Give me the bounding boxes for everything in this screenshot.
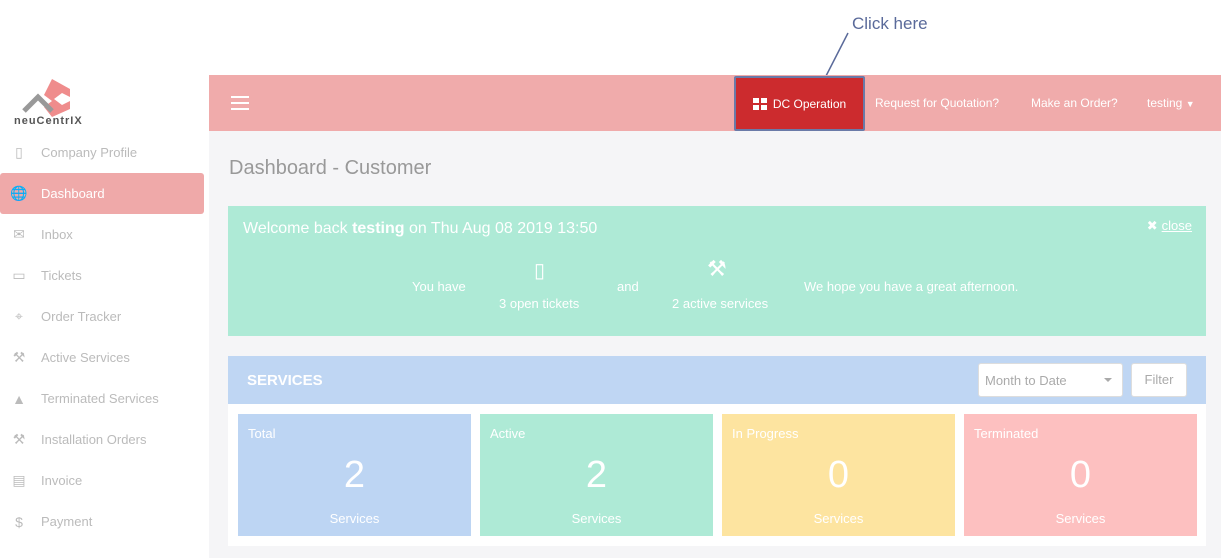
card-value: 0 [827,454,850,496]
sidebar-item-label: Active Services [41,350,130,365]
card-label: Total [248,426,276,441]
user-menu[interactable]: testing ▼ [1147,96,1195,110]
stat-card-in-progress[interactable]: In Progress 0 Services [722,414,955,536]
sidebar-item-payment[interactable]: $ Payment [0,501,209,542]
card-label: In Progress [732,426,799,441]
annotation-label: Click here [852,14,928,33]
period-select[interactable]: Month to Date [978,363,1123,397]
building-icon: ▯ [15,144,23,160]
top-navbar: DC Operation Request for Quotation? Make… [209,75,1221,131]
filter-button[interactable]: Filter [1131,363,1187,397]
logo: neuCentrIX [14,77,94,131]
grid-icon [752,97,767,110]
annotation-arrow [825,32,849,77]
sidebar-item-terminated-services[interactable]: ▲ Terminated Services [0,378,209,419]
welcome-banner: Welcome back testing on Thu Aug 08 2019 … [228,206,1206,336]
dollar-icon: $ [15,513,23,530]
sidebar: neuCentrIX ▯ Company Profile 🌐 Dashboard ✉ In… [0,75,209,558]
caret-down-icon [1104,378,1112,386]
sidebar-item-invoice[interactable]: ▤ Invoice [0,460,209,501]
card-label: Terminated [974,426,1039,441]
sidebar-item-installation-orders[interactable]: ⚒ Installation Orders [0,419,209,460]
card-unit: Services [571,511,622,526]
sidebar-item-label: Installation Orders [41,432,147,447]
main-content: Dashboard - Customer Welcome back testin… [209,131,1221,558]
card-value: 0 [1069,454,1092,496]
sidebar-item-label: Terminated Services [41,391,159,406]
services-title: SERVICES [247,372,323,389]
greeting-text: We hope you have a great afternoon. [804,279,1019,294]
stat-card-active[interactable]: Active 2 Services [480,414,713,536]
logo-mark-icon [22,79,70,117]
warning-icon: ▲ [12,390,26,407]
sidebar-item-label: Company Profile [41,145,138,160]
globe-icon: 🌐 [10,185,28,201]
caret-down-icon: ▼ [1185,99,1195,109]
card-label: Active [490,426,526,441]
gavel-icon: ⚒ [12,431,26,447]
welcome-message: Welcome back testing on Thu Aug 08 2019 … [243,220,598,237]
you-have-text: You have [412,279,466,294]
crosshair-icon: ⌖ [15,308,23,324]
card-value: 2 [343,454,366,496]
gavel-icon: ⚒ [707,256,727,281]
make-order-link[interactable]: Make an Order? [1031,96,1118,110]
active-services-link[interactable]: 2 active services [672,296,769,311]
card-unit: Services [1055,511,1106,526]
sidebar-item-tickets[interactable]: ▭ Tickets [0,255,209,296]
sidebar-item-label: Dashboard [41,186,105,201]
stat-card-total[interactable]: Total 2 Services [238,414,471,536]
services-cards: Total 2 Services Active 2 Services In Progress… [228,404,1206,546]
card-unit: Services [813,511,864,526]
ticket-icon: ▯ [534,260,546,282]
sidebar-item-label: Invoice [41,473,83,488]
card-unit: Services [329,511,380,526]
dc-operation-label: DC Operation [772,96,847,111]
stat-card-terminated[interactable]: Terminated 0 Services [964,414,1197,536]
sidebar-item-label: Payment [41,514,93,529]
card-value: 2 [585,454,608,496]
page-title: Dashboard - Customer [229,157,432,179]
sidebar-item-active-services[interactable]: ⚒ Active Services [0,337,209,378]
request-quotation-link[interactable]: Request for Quotation? [875,96,1000,110]
envelope-icon: ✉ [13,226,25,242]
dc-operation-button[interactable]: DC Operation [734,76,865,131]
open-tickets-link[interactable]: 3 open tickets [499,296,580,311]
sidebar-item-label: Inbox [41,227,73,242]
ticket-icon: ▭ [12,267,26,283]
sidebar-item-label: Order Tracker [41,309,122,324]
sidebar-item-order-tracker[interactable]: ⌖ Order Tracker [0,296,209,337]
close-button[interactable]: ✖ close [1146,218,1192,233]
sidebar-item-company-profile[interactable]: ▯ Company Profile [0,132,209,173]
invoice-icon: ▤ [12,472,26,488]
sidebar-item-dashboard[interactable]: 🌐 Dashboard [0,173,204,214]
gavel-icon: ⚒ [12,349,26,365]
logo-text: neuCentrIX [14,115,83,127]
sidebar-item-inbox[interactable]: ✉ Inbox [0,214,209,255]
hamburger-menu-icon[interactable] [231,96,249,114]
sidebar-item-label: Tickets [41,268,82,283]
and-text: and [617,279,639,294]
user-name: testing [1147,96,1183,110]
services-header: SERVICES Month to Date Filter [228,356,1206,404]
close-icon: ✖ [1146,218,1158,233]
